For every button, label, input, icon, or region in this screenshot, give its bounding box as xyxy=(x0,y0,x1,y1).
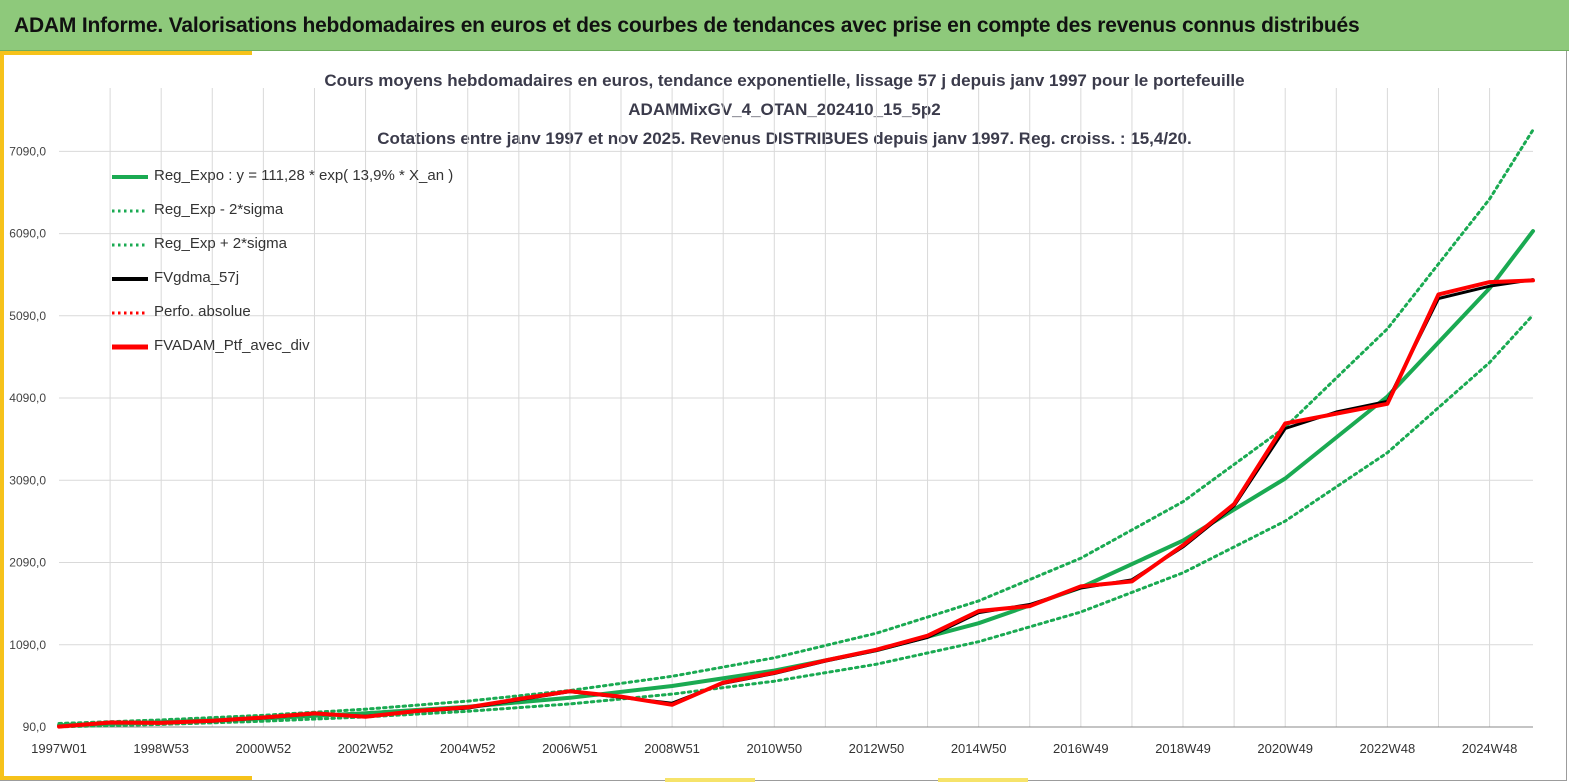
legend-label-fvadam: FVADAM_Ptf_avec_div xyxy=(154,337,310,354)
accent-stripe-left xyxy=(0,51,4,779)
legend-swatch-reg-exp-minus xyxy=(112,209,148,213)
legend-item-reg-expo: Reg_Expo : y = 111,28 * exp( 13,9% * X_a… xyxy=(110,166,530,188)
legend-swatch-reg-expo xyxy=(112,175,148,179)
legend-label-reg-expo: Reg_Expo : y = 111,28 * exp( 13,9% * X_a… xyxy=(154,167,454,184)
legend-item-fvgdma: FVgdma_57j xyxy=(110,268,530,290)
legend-label-reg-exp-plus: Reg_Exp + 2*sigma xyxy=(154,235,287,252)
x-tick-label: 2008W51 xyxy=(644,741,700,756)
legend-item-fvadam: FVADAM_Ptf_avec_div xyxy=(110,336,530,358)
y-tick-label: 90,0 xyxy=(23,720,47,734)
chart-subtitle: ADAMMixGV_4_OTAN_202410_15_5p2 xyxy=(628,100,941,119)
x-tick-label: 2010W50 xyxy=(746,741,802,756)
x-tick-label: 2024W48 xyxy=(1462,741,1518,756)
x-tick-label: 1997W01 xyxy=(31,741,87,756)
legend-swatch-reg-exp-plus xyxy=(112,243,148,247)
series-line-fvadam-ptf-avec-div xyxy=(57,278,1535,729)
legend-item-perfo-absolue: Perfo. absolue xyxy=(110,302,530,324)
x-tick-label: 2000W52 xyxy=(236,741,292,756)
accent-stripe-top xyxy=(0,51,252,55)
x-tick-label: 2014W50 xyxy=(951,741,1007,756)
y-tick-label: 3090,0 xyxy=(9,473,46,487)
legend-label-reg-exp-minus: Reg_Exp - 2*sigma xyxy=(154,201,284,218)
y-tick-label: 2090,0 xyxy=(9,556,46,570)
page-title: ADAM Informe. Valorisations hebdomadaire… xyxy=(14,14,1360,37)
x-tick-label: 2022W48 xyxy=(1360,741,1416,756)
x-tick-label: 1998W53 xyxy=(133,741,189,756)
accent-stripe-bottom-mid xyxy=(665,778,755,782)
accent-stripe-bottom xyxy=(0,776,252,780)
y-tick-label: 1090,0 xyxy=(9,638,46,652)
chart-title: Cours moyens hebdomadaires en euros, ten… xyxy=(324,71,1245,90)
y-tick-label: 7090,0 xyxy=(9,144,46,158)
y-tick-label: 6090,0 xyxy=(9,227,46,241)
legend-swatch-fvgdma xyxy=(112,277,148,281)
header-bar: ADAM Informe. Valorisations hebdomadaire… xyxy=(0,0,1569,51)
legend-swatch-perfo-absolue xyxy=(112,311,148,315)
x-tick-label: 2018W49 xyxy=(1155,741,1211,756)
legend-label-fvgdma: FVgdma_57j xyxy=(154,269,240,286)
series-line-reg-exp-2-sigma xyxy=(57,313,1535,729)
x-tick-label: 2006W51 xyxy=(542,741,598,756)
legend-swatch-fvadam xyxy=(112,344,148,350)
accent-stripe-bottom-right xyxy=(938,778,1028,782)
x-tick-label: 2020W49 xyxy=(1257,741,1313,756)
y-tick-label: 4090,0 xyxy=(9,391,46,405)
chart-subtitle-2: Cotations entre janv 1997 et nov 2025. R… xyxy=(377,129,1192,148)
x-tick-label: 2012W50 xyxy=(849,741,905,756)
x-tick-label: 2002W52 xyxy=(338,741,394,756)
x-tick-label: 2004W52 xyxy=(440,741,496,756)
legend-item-reg-exp-plus: Reg_Exp + 2*sigma xyxy=(110,234,530,256)
x-tick-label: 2016W49 xyxy=(1053,741,1109,756)
y-tick-label: 5090,0 xyxy=(9,309,46,323)
legend-item-reg-exp-minus: Reg_Exp - 2*sigma xyxy=(110,200,530,222)
legend-label-perfo-absolue: Perfo. absolue xyxy=(154,303,251,320)
